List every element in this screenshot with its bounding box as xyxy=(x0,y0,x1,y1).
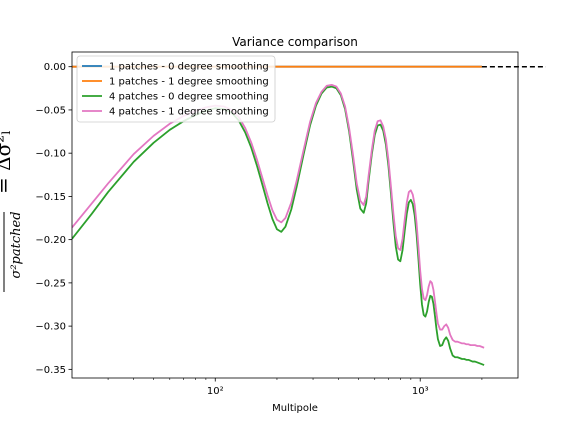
y-tick-label: 0.00 xyxy=(44,62,66,73)
x-axis-label: Multipole xyxy=(272,403,318,414)
y-tick-label: −0.25 xyxy=(35,278,66,289)
y-axis-label-denominator: σ²patched xyxy=(9,211,24,278)
legend-entry-label: 4 patches - 1 degree smoothing xyxy=(109,107,269,118)
y-tick-label: −0.05 xyxy=(35,105,66,116)
x-axis: 10² 10³ xyxy=(107,378,483,397)
x-tick-label: 10² xyxy=(207,386,224,397)
x-tick-label: 10³ xyxy=(412,386,429,397)
legend: 1 patches - 0 degree smoothing 1 patches … xyxy=(76,55,276,123)
plot-frame xyxy=(71,51,519,379)
y-tick-label: −0.15 xyxy=(35,192,66,203)
legend-entry-label: 1 patches - 0 degree smoothing xyxy=(109,62,269,73)
legend-box xyxy=(76,55,276,123)
y-axis-label-equals: = Δσ²ₗ xyxy=(0,130,15,194)
series-line-4 xyxy=(72,83,485,349)
y-axis: 0.00 −0.05 −0.10 −0.15 −0.20 −0.25 −0.30 −0.35 xyxy=(35,62,72,376)
legend-entry-label: 1 patches - 1 degree smoothing xyxy=(109,77,269,88)
y-tick-label: −0.35 xyxy=(35,365,66,376)
y-axis-label: = Δσ²ₗ σ²patched xyxy=(0,130,24,292)
legend-entry-label: 4 patches - 0 degree smoothing xyxy=(109,92,269,103)
y-tick-label: −0.10 xyxy=(35,149,66,160)
chart-title: Variance comparison xyxy=(232,35,358,49)
y-tick-label: −0.20 xyxy=(35,235,66,246)
y-tick-label: −0.30 xyxy=(35,322,66,333)
